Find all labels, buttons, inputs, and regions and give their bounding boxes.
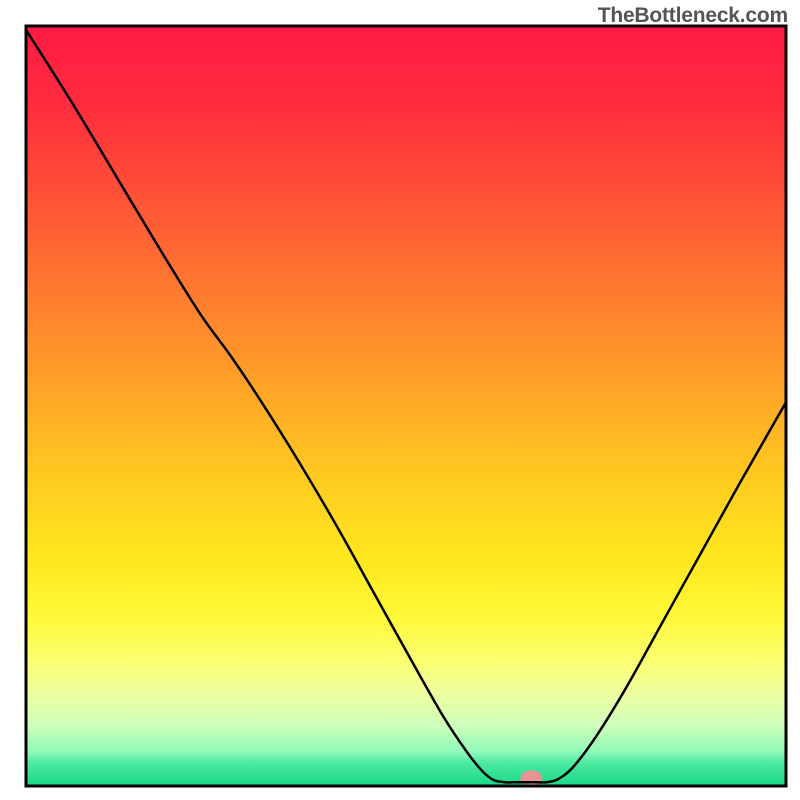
watermark-text: TheBottleneck.com: [598, 4, 788, 28]
bottleneck-chart: [0, 0, 800, 800]
optimal-marker: [520, 770, 542, 786]
gradient-background: [26, 26, 786, 786]
chart-container: TheBottleneck.com: [0, 0, 800, 800]
